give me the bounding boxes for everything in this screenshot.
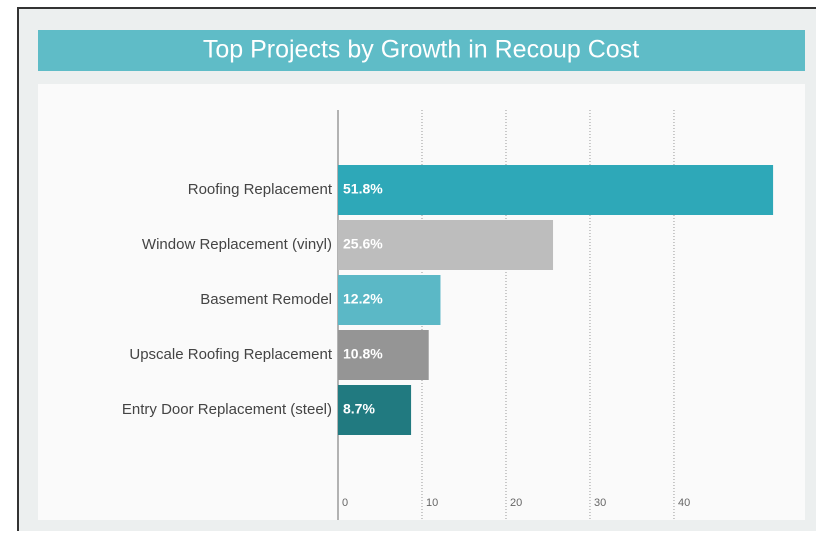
x-tick-label: 20 <box>510 497 522 509</box>
bar <box>338 330 429 380</box>
bar <box>338 385 412 435</box>
y-tick-label: Entry Door Replacement (steel) <box>122 401 332 418</box>
x-tick-label: 40 <box>678 497 690 509</box>
bar <box>338 165 774 215</box>
bar <box>338 275 441 325</box>
chart-title: Top Projects by Growth in Recoup Cost <box>203 36 639 64</box>
value-label: 10.8% <box>343 346 383 362</box>
y-tick-label: Upscale Roofing Replacement <box>129 346 332 363</box>
y-tick-label: Basement Remodel <box>200 291 332 308</box>
y-tick-label: Window Replacement (vinyl) <box>142 236 332 253</box>
bar <box>338 220 554 270</box>
value-label: 51.8% <box>343 181 383 197</box>
title-bar <box>38 30 805 71</box>
x-tick-label: 10 <box>426 497 438 509</box>
value-label: 25.6% <box>343 236 383 252</box>
x-tick-label: 0 <box>342 497 348 509</box>
value-label: 12.2% <box>343 291 383 307</box>
y-tick-label: Roofing Replacement <box>188 181 333 198</box>
value-label: 8.7% <box>343 401 375 417</box>
x-tick-label: 30 <box>594 497 606 509</box>
